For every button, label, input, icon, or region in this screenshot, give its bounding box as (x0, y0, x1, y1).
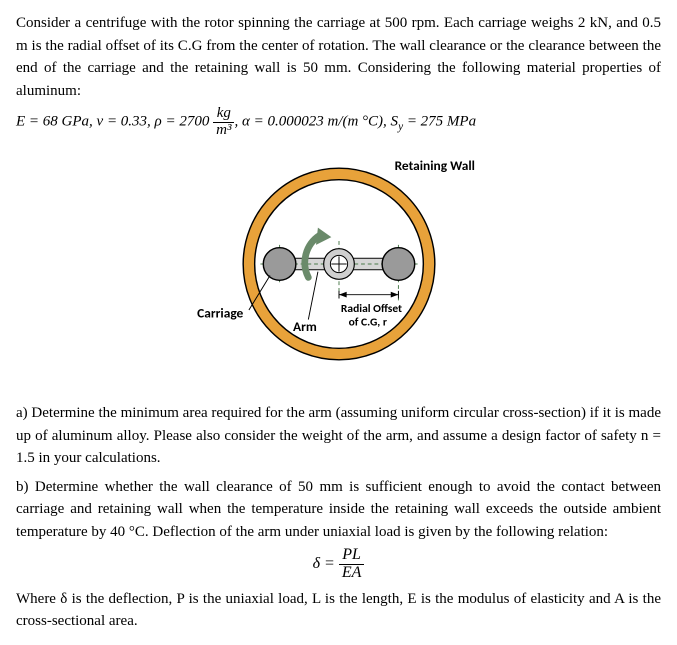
props-prefix: E = 68 GPa, ν = 0.33, ρ = 2700 (16, 114, 209, 130)
carriage-right (382, 247, 415, 280)
part-a: a) Determine the minimum area required f… (16, 402, 661, 470)
props-suffix: , α = 0.000023 m/(m °C), S (234, 114, 398, 130)
label-radial-1: Radial Offset (340, 301, 401, 315)
deflection-formula: δ = PL EA (16, 547, 661, 582)
label-carriage: Carriage (197, 304, 243, 321)
material-properties: E = 68 GPa, ν = 0.33, ρ = 2700 kg m³ , α… (16, 106, 661, 139)
formula-lhs: δ = (313, 555, 339, 572)
part-b-intro: b) Determine whether the wall clearance … (16, 479, 661, 540)
carriage-left (263, 247, 296, 280)
part-b-def: Where δ is the deflection, P is the unia… (16, 591, 661, 630)
centrifuge-diagram: Retaining Wall Carriage Arm Radial Offse… (179, 149, 499, 379)
label-radial-2: of C.G, r (348, 315, 386, 329)
density-den: m³ (213, 123, 234, 139)
formula-frac: PL EA (339, 547, 365, 582)
label-arm: Arm (293, 318, 317, 335)
part-b-text1: b) Determine whether the wall clearance … (16, 476, 661, 544)
density-unit: kg m³ (213, 106, 234, 139)
label-retaining-wall: Retaining Wall (394, 157, 474, 174)
density-num: kg (213, 106, 234, 123)
part-b-text2: Where δ is the deflection, P is the unia… (16, 588, 661, 633)
sy-tail: = 275 MPa (403, 114, 476, 130)
part-a-text: a) Determine the minimum area required f… (16, 405, 661, 466)
diagram-container: Retaining Wall Carriage Arm Radial Offse… (16, 149, 661, 387)
formula-den: EA (339, 565, 365, 582)
formula-num: PL (339, 547, 365, 565)
problem-intro: Consider a centrifuge with the rotor spi… (16, 12, 661, 102)
intro-text: Consider a centrifuge with the rotor spi… (16, 15, 661, 99)
